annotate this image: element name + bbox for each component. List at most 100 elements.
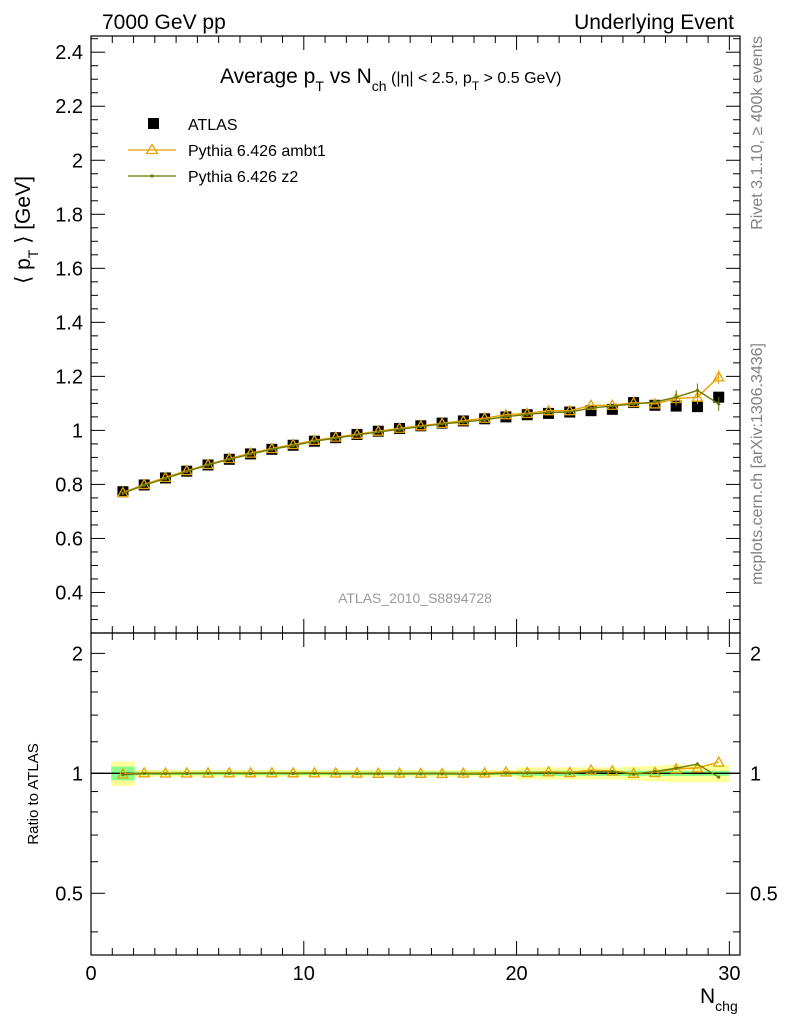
atlas-point — [117, 486, 129, 498]
ratio-z2-point — [568, 771, 572, 775]
ratio-z2-point — [461, 772, 465, 776]
x-tick-label: 10 — [293, 963, 315, 985]
z2-point — [653, 400, 657, 404]
ratio-ambt1-point — [712, 755, 725, 767]
title-main: Average p — [220, 65, 315, 88]
atlas-point — [649, 399, 661, 411]
x-label-sub: chg — [715, 998, 738, 1014]
ratio-y-axis-label: Ratio to ATLAS — [25, 743, 42, 844]
ambt1-point — [265, 442, 278, 454]
ratio-ambt1-point — [223, 766, 236, 778]
legend: ATLAS Pythia 6.426 ambt1 Pythia 6.426 z2 — [128, 117, 326, 186]
ambt1-point — [372, 424, 385, 436]
ambt1-point — [414, 419, 427, 431]
ambt1-point — [542, 404, 555, 416]
ratio-z2-point — [695, 762, 700, 766]
legend-ambt1-marker — [145, 143, 159, 155]
y-tick-label: 1.6 — [55, 258, 83, 280]
y-axis-label: ⟨ pT ⟩ [GeV] — [12, 176, 41, 284]
ratio-z2-point — [674, 766, 678, 770]
ratio-ambt1-point — [457, 766, 470, 778]
y-tick-label: 0.6 — [55, 528, 83, 550]
x-axis-label: Nchg — [700, 985, 738, 1014]
ratio-z2-point — [419, 772, 423, 776]
ratio-ambt1-point — [691, 761, 704, 773]
legend-entry-z2: Pythia 6.426 z2 — [128, 169, 298, 186]
ratio-z2-point — [227, 771, 231, 775]
legend-z2-label: Pythia 6.426 z2 — [188, 169, 298, 186]
ratio-z2-point — [334, 772, 338, 776]
y-tick-label: 1 — [72, 420, 83, 442]
ratio-z2-point — [589, 770, 593, 774]
title-vs: vs N — [324, 65, 372, 88]
title-cuts-a: (|η| < 2.5, p — [387, 70, 472, 87]
ratio-ambt1-point — [606, 764, 619, 776]
ratio-ambt1-point — [563, 766, 576, 778]
ratio-z2-point — [546, 771, 551, 775]
main-title: Average pT vs Nch (|η| < 2.5, pT > 0.5 G… — [220, 65, 561, 94]
x-label-main: N — [700, 985, 715, 1008]
header-right: Underlying Event — [574, 11, 734, 34]
ratio-ambt1-point — [478, 766, 491, 778]
legend-atlas-marker — [148, 118, 159, 129]
ratio-y-tick-label-right: 0.5 — [750, 883, 778, 905]
z2-point — [504, 415, 508, 419]
atlas-point — [585, 405, 597, 417]
ratio-z2-point — [397, 772, 402, 776]
main-panel: 0.40.60.811.21.41.61.822.22.4 Average pT… — [55, 35, 741, 634]
z2-point — [589, 406, 593, 410]
z2-point — [163, 476, 168, 481]
ratio-ambt1-point — [180, 766, 193, 778]
ratio-z2-point — [206, 771, 210, 775]
ratio-frame — [90, 632, 741, 956]
ratio-z2-point — [525, 771, 529, 775]
ratio-ambt1-point — [138, 766, 151, 778]
z2-point — [419, 425, 423, 429]
z2-point — [610, 404, 614, 408]
ambt1-point — [244, 446, 257, 458]
ambt1-point — [606, 398, 619, 410]
ambt1-point — [350, 427, 364, 439]
ratio-ambt1-point — [159, 766, 172, 778]
ambt1-point — [521, 407, 534, 419]
ratio-ambt1-point — [584, 763, 598, 775]
y-label-post: ⟩ [GeV] — [12, 176, 35, 250]
ratio-ambt1-point — [329, 766, 342, 778]
x-tick-label: 30 — [718, 963, 740, 985]
ratio-ambt1-point — [201, 766, 215, 778]
y-tick-label: 2.2 — [55, 96, 83, 118]
z2-point — [483, 418, 487, 422]
ambt1-point — [478, 411, 491, 423]
ratio-y-tick-label: 2 — [72, 643, 83, 665]
ratio-z2-point — [376, 772, 380, 776]
ratio-ambt1-point — [265, 766, 278, 778]
y-label-pre: ⟨ p — [12, 258, 35, 284]
ratio-z2-point — [163, 772, 168, 776]
ratio-ambt1-point — [308, 766, 321, 778]
ratio-ambt1-point — [372, 766, 385, 778]
title-vs-sub: ch — [372, 78, 387, 94]
ratio-y-tick-label: 0.5 — [55, 883, 83, 905]
ambt1-point — [627, 396, 640, 408]
title-main-sub: T — [315, 78, 324, 94]
ratio-z2-point — [632, 772, 636, 776]
title-cuts-b: > 0.5 GeV) — [479, 70, 561, 87]
ratio-ambt1-point — [244, 766, 257, 778]
y-tick-label: 0.8 — [55, 474, 83, 496]
ambt1-point — [648, 397, 661, 409]
ratio-ambt1-point — [627, 766, 640, 778]
side-text-top: Rivet 3.1.10, ≥ 400k events — [749, 36, 766, 230]
ratio-z2-point — [717, 775, 721, 779]
z2-point — [248, 452, 253, 456]
ratio-z2-point — [653, 769, 657, 774]
y-tick-label: 1.2 — [55, 366, 83, 388]
header-left: 7000 GeV pp — [102, 11, 226, 34]
ratio-z2-point — [610, 769, 614, 774]
ratio-z2-point — [483, 772, 487, 776]
z2-point — [355, 433, 359, 437]
ratio-y-tick-label-right: 2 — [750, 643, 761, 665]
z2-point — [525, 412, 529, 417]
ratio-panel: 0 10 20 30 0.5 0.5 1 1 2 2 — [55, 632, 778, 985]
y-tick-label: 1.4 — [55, 312, 83, 334]
